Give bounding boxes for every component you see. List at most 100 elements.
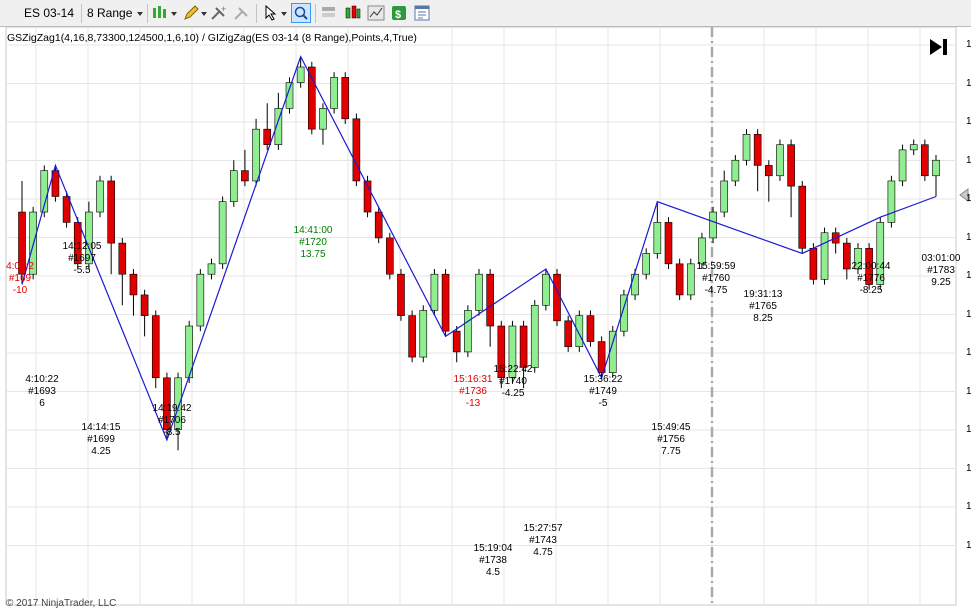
bar-type-selector[interactable]: 8 Range <box>87 6 133 20</box>
chart-trader-icon[interactable] <box>367 4 385 22</box>
candle-body <box>553 273 561 322</box>
candle-body <box>96 180 104 213</box>
price-axis-tick-label: 1 <box>966 501 971 512</box>
annotation-text: 9.25 <box>931 277 951 288</box>
annotation-text: 19:31:13 <box>744 289 783 300</box>
price-axis-tick-label: 1 <box>966 424 971 435</box>
swing-annotation: 15:36:22#1749-5 <box>584 374 623 409</box>
toolbar-separator <box>147 4 148 23</box>
chevron-down-icon[interactable] <box>171 12 177 16</box>
add-indicator-icon[interactable]: + <box>210 4 228 22</box>
annotation-text: 15:16:31 <box>454 374 493 385</box>
price-axis-tick-label: 1 <box>966 347 971 358</box>
annotation-text: #1738 <box>479 555 507 566</box>
candle-body <box>330 77 338 109</box>
annotation-text: 8.25 <box>753 313 773 324</box>
strategy-icon[interactable] <box>233 4 251 22</box>
candle-body <box>776 144 784 177</box>
annotation-text: 14:41:00 <box>294 225 333 236</box>
candle-body <box>308 66 316 130</box>
candle-body <box>62 196 71 223</box>
candle-body <box>921 144 929 177</box>
pencil-draw-icon[interactable] <box>182 4 200 22</box>
candle-body <box>319 108 327 130</box>
strategies-icon[interactable]: $ <box>390 4 408 22</box>
annotation-text: -4.75 <box>705 285 728 296</box>
candle-body <box>631 273 639 296</box>
candle-body <box>163 377 171 430</box>
annotation-text: #1736 <box>459 386 487 397</box>
annotation-text: 14:19:42 <box>153 403 192 414</box>
annotation-text: 6 <box>39 398 45 409</box>
price-axis-tick-label: 1 <box>966 39 971 50</box>
chevron-down-icon[interactable] <box>137 12 143 16</box>
candle-body <box>296 66 305 83</box>
chevron-down-icon[interactable] <box>281 12 287 16</box>
price-axis-tick-label: 1 <box>966 116 971 127</box>
candle-body <box>898 149 907 182</box>
annotation-text: 7.75 <box>661 446 681 457</box>
candle-body <box>285 82 294 109</box>
instrument-selector[interactable]: ES 03-14 <box>24 6 75 20</box>
candle-body <box>129 273 138 296</box>
annotation-text: 14:12:05 <box>63 241 102 252</box>
swing-annotation: 22:00:44#1776-8.25 <box>852 261 891 296</box>
annotation-text: -13 <box>466 398 481 409</box>
annotation-text: #1699 <box>87 434 115 445</box>
candle-body <box>452 330 461 353</box>
bar-type-icon[interactable] <box>151 4 169 22</box>
annotation-text: #1756 <box>657 434 685 445</box>
zoom-icon[interactable] <box>291 3 311 23</box>
candle-body <box>843 242 851 270</box>
scroll-to-end-icon <box>930 39 947 55</box>
candle-body <box>497 325 506 379</box>
candle-body <box>51 170 60 197</box>
scroll-to-end-button[interactable] <box>928 37 950 57</box>
annotation-text: 14:14:15 <box>82 422 121 433</box>
price-axis-tick-label: 1 <box>966 193 971 204</box>
candle-body <box>274 108 283 146</box>
annotation-text: -5.5 <box>73 265 91 276</box>
annotation-text: #1740 <box>499 376 527 387</box>
price-axis-tick-label: 1 <box>966 539 971 551</box>
chart-toolbar: ES 03-14 8 Range + $ <box>0 0 971 27</box>
candle-body <box>218 201 227 265</box>
candle-body <box>252 128 260 182</box>
candle-body <box>118 242 127 275</box>
cursor-select-icon[interactable] <box>262 4 280 22</box>
price-axis-tick-label: 1 <box>966 154 971 166</box>
annotation-text: -10 <box>13 285 28 296</box>
annotation-text: #1776 <box>857 273 885 284</box>
candle-body <box>664 222 673 265</box>
panel-layout-icon[interactable] <box>320 4 338 22</box>
candle-body <box>151 315 160 379</box>
annotation-text: #1765 <box>749 301 777 312</box>
swing-annotation: 4:09:2#169-10 <box>6 261 34 296</box>
annotation-text: -8.5 <box>163 427 181 438</box>
price-chart[interactable]: 4:09:2#169-104:10:22#1693614:12:05#1697-… <box>0 27 971 607</box>
annotation-text: 13.75 <box>300 249 325 260</box>
candle-body <box>765 165 773 177</box>
annotation-text: #1697 <box>68 253 96 264</box>
candle-body <box>720 180 729 213</box>
properties-icon[interactable] <box>413 4 431 22</box>
annotation-text: 15:22:42 <box>494 364 533 375</box>
annotation-text: 15:36:22 <box>584 374 623 385</box>
candle-body <box>508 325 517 379</box>
candle-body <box>542 273 550 306</box>
candle-body <box>686 263 695 296</box>
annotation-text: #1760 <box>702 273 730 284</box>
candle-body <box>876 222 885 285</box>
candle-body <box>653 222 662 254</box>
candle-body <box>564 320 572 348</box>
candle-body <box>241 170 249 182</box>
candle-body <box>809 248 818 280</box>
swing-annotation: 14:19:42#1706-8.5 <box>153 403 192 438</box>
chevron-down-icon[interactable] <box>201 12 207 16</box>
candle-body <box>620 294 628 332</box>
chart-style-icon[interactable] <box>344 4 362 22</box>
candle-body <box>107 180 115 244</box>
